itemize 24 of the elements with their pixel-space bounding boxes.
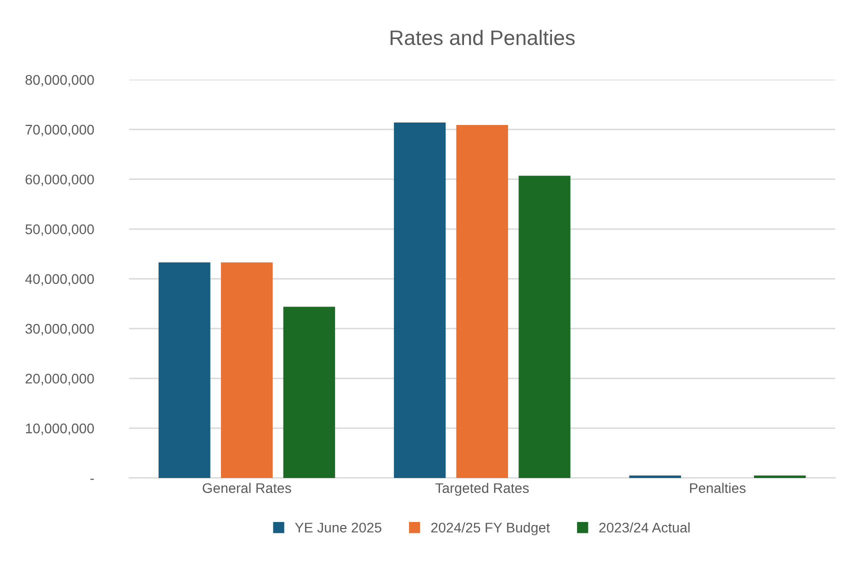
bar: [394, 122, 446, 478]
bar: [754, 475, 806, 478]
x-tick-label: General Rates: [202, 482, 292, 494]
y-tick-label: 40,000,000: [25, 274, 94, 286]
legend-label: 2024/25 FY Budget: [431, 522, 550, 536]
legend-label: YE June 2025: [294, 522, 382, 533]
bar: [158, 262, 210, 478]
y-tick-label: 10,000,000: [26, 424, 94, 435]
bar: [629, 475, 682, 478]
y-tick-label: 50,000,000: [25, 224, 94, 236]
x-tick-label: Penalties: [690, 482, 746, 494]
y-tick-label: 80,000,000: [26, 74, 94, 86]
bar: [456, 124, 508, 478]
y-tick-label: 20,000,000: [26, 374, 94, 386]
bar: [283, 306, 336, 478]
y-tick-label: -: [90, 478, 94, 480]
y-tick-label: 70,000,000: [26, 124, 94, 136]
x-tick-label: Targeted Rates: [435, 482, 529, 496]
y-tick-label: 30,000,000: [25, 324, 94, 336]
legend-label: 2023/24 Actual: [599, 522, 690, 533]
y-tick-label: 60,000,000: [26, 174, 94, 186]
bar: [518, 176, 570, 478]
bar: [220, 262, 273, 478]
chart-title: Rates and Penalties: [390, 30, 575, 46]
